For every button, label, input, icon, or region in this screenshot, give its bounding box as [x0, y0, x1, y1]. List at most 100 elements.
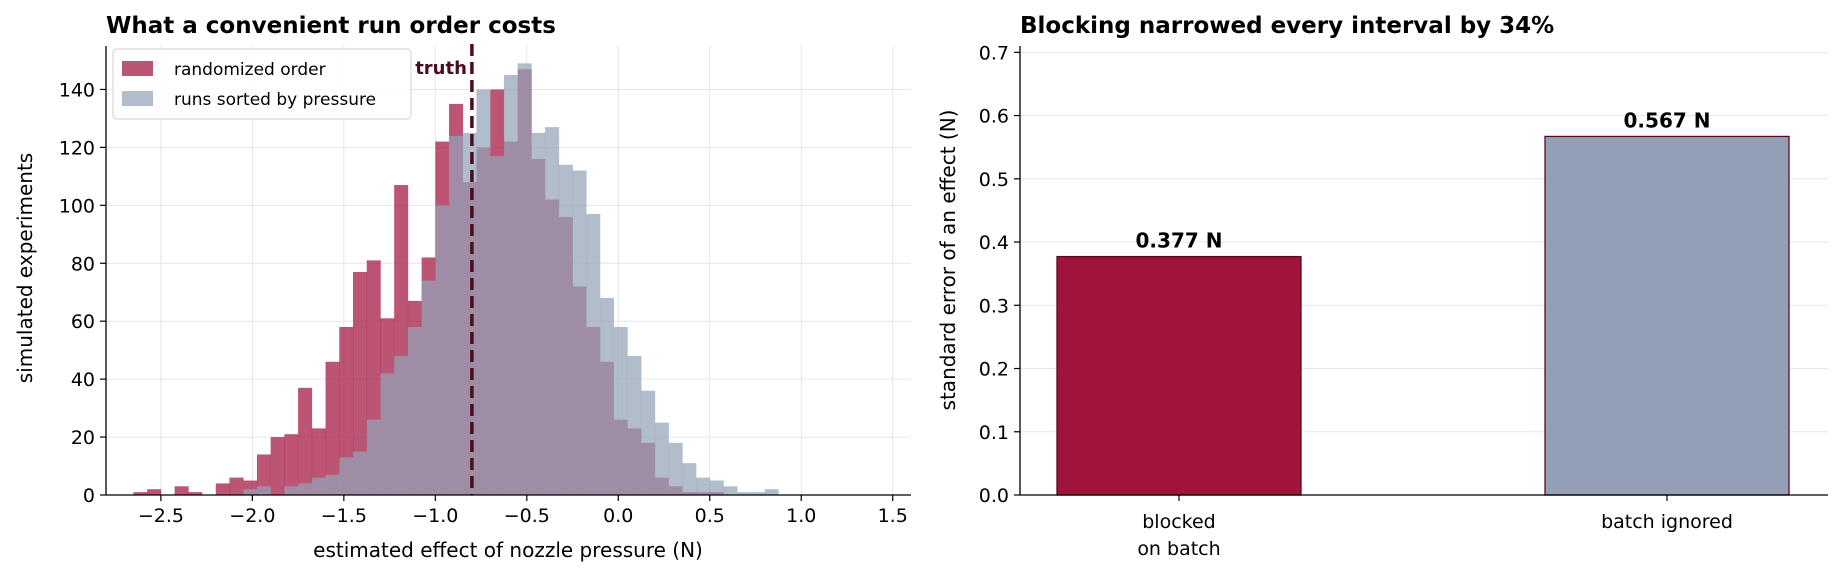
- legend-label-randomized: randomized order: [174, 60, 326, 80]
- randomized-bin-bar: [147, 489, 162, 495]
- sorted-bin-bar: [325, 474, 340, 495]
- sorted-bin-bar: [243, 489, 258, 495]
- sorted-bin-bar: [599, 298, 614, 495]
- sorted-bin-bar: [352, 451, 368, 495]
- randomized-bin-bar: [298, 387, 313, 495]
- randomized-bin-bar: [325, 361, 340, 495]
- bar-value-label: 0.377 N: [1136, 229, 1223, 253]
- sorted-bin-bar: [696, 477, 711, 495]
- y-tick-label: 0.5: [979, 169, 1009, 191]
- histogram-x-ticks: −2.5 −2.0 −1.5 −1.0 −0.5 0.0 0.5 1.0 1.5: [138, 495, 908, 527]
- randomized-bin-bar: [133, 492, 148, 495]
- randomized-bin-bar: [174, 486, 189, 495]
- sorted-bin-bar: [750, 492, 765, 495]
- sorted-bin-bar: [572, 170, 587, 496]
- sorted-bin-bar: [682, 463, 697, 495]
- sorted-bin-bar: [709, 480, 724, 495]
- sorted-bin-bar: [421, 280, 436, 495]
- sorted-bin-bar: [407, 326, 422, 495]
- histogram-x-label: estimated effect of nozzle pressure (N): [313, 538, 703, 562]
- randomized-bin-bar: [270, 437, 285, 495]
- y-tick-label: 0.0: [979, 485, 1009, 507]
- sorted-bin-bar: [435, 205, 450, 496]
- histogram-panel: What a convenient run order costs truth …: [13, 13, 911, 562]
- sorted-bin-bar: [627, 355, 642, 495]
- sorted-bin-bar: [380, 373, 395, 495]
- x-tick-label: −0.5: [504, 505, 550, 527]
- legend-label-sorted: runs sorted by pressure: [174, 90, 376, 110]
- randomized-bin-bar: [352, 271, 368, 495]
- category-label: batch ignored: [1601, 511, 1733, 533]
- randomized-bin-bar: [339, 326, 354, 495]
- x-tick-label: −2.0: [229, 505, 275, 527]
- y-tick-label: 40: [71, 369, 95, 391]
- x-tick-label: 0.5: [695, 505, 725, 527]
- legend-swatch-randomized: [122, 61, 153, 76]
- bar-y-label: standard error of an effect (N): [936, 110, 960, 411]
- randomized-bin-bar: [256, 454, 271, 495]
- x-tick-label: −2.5: [138, 505, 184, 527]
- histogram-axes: [105, 46, 911, 496]
- sorted-bin-bar: [256, 486, 271, 495]
- sorted-bin-bar: [311, 477, 326, 495]
- sorted-bin-bar: [668, 442, 683, 495]
- y-tick-label: 20: [71, 427, 95, 449]
- y-tick-label: 80: [71, 253, 95, 275]
- y-tick-label: 140: [59, 79, 95, 101]
- randomized-bin-bar: [229, 477, 244, 495]
- y-tick-label: 0.3: [979, 295, 1009, 317]
- sorted-bin-bar: [641, 390, 656, 495]
- histogram-y-label: simulated experiments: [13, 153, 37, 383]
- randomized-bin-bar: [284, 434, 299, 495]
- y-tick-label: 120: [59, 137, 95, 159]
- truth-label: truth: [415, 58, 467, 79]
- x-tick-label: −1.0: [412, 505, 458, 527]
- y-tick-label: 0: [83, 485, 95, 507]
- sorted-bin-bar: [737, 492, 752, 495]
- sorted-bin-bar: [517, 63, 532, 495]
- category-label: blocked on batch: [1137, 511, 1220, 560]
- x-tick-label: −1.5: [321, 505, 367, 527]
- sorted-bin-bar: [339, 457, 354, 495]
- y-tick-label: 0.6: [979, 106, 1009, 128]
- sorted-bin-bar: [394, 355, 409, 495]
- bar-panel: Blocking narrowed every interval by 34% …: [936, 13, 1828, 560]
- legend-swatch-sorted: [122, 91, 153, 106]
- randomized-bin-bar: [188, 492, 203, 495]
- sorted-bin-bar: [490, 156, 505, 495]
- bar: [1056, 255, 1302, 496]
- legend: randomized order runs sorted by pressure: [112, 48, 412, 120]
- bar-axes: [1019, 46, 1828, 496]
- y-tick-label: 0.1: [979, 422, 1009, 444]
- sorted-bin-bar: [545, 127, 560, 495]
- x-tick-label: 1.0: [786, 505, 816, 527]
- sorted-bin-bar: [284, 486, 299, 495]
- bar-y-ticks: 0.0 0.1 0.2 0.3 0.4 0.5 0.6 0.7: [979, 42, 1020, 507]
- sorted-bin-bar: [586, 214, 601, 495]
- sorted-bin-bar: [366, 419, 381, 495]
- histogram-y-ticks: 0 20 40 60 80 100 120 140: [59, 79, 106, 507]
- x-tick-label: 1.5: [878, 505, 908, 527]
- bars: 0.377 N 0.567 N: [1056, 108, 1790, 496]
- sorted-bin-bar: [531, 132, 546, 495]
- bar-x-ticks: blocked on batch batch ignored: [1137, 495, 1733, 560]
- bar: [1544, 135, 1790, 496]
- sorted-bin-bar: [613, 326, 628, 495]
- y-tick-label: 60: [71, 311, 95, 333]
- series-sorted-bars: [243, 63, 779, 496]
- truth-line-group: truth: [415, 44, 474, 495]
- bar-value-label: 0.567 N: [1624, 108, 1711, 132]
- y-tick-label: 100: [59, 195, 95, 217]
- histogram-title: What a convenient run order costs: [106, 13, 556, 39]
- sorted-bin-bar: [449, 135, 464, 496]
- randomized-bin-bar: [215, 483, 230, 495]
- bar-title: Blocking narrowed every interval by 34%: [1020, 13, 1554, 39]
- y-tick-label: 0.2: [979, 359, 1009, 381]
- sorted-bin-bar: [764, 489, 779, 495]
- legend-frame: [112, 48, 412, 120]
- sorted-bin-bar: [503, 74, 518, 495]
- sorted-bin-bar: [462, 132, 477, 495]
- sorted-bin-bar: [298, 483, 313, 495]
- y-tick-label: 0.7: [979, 42, 1009, 64]
